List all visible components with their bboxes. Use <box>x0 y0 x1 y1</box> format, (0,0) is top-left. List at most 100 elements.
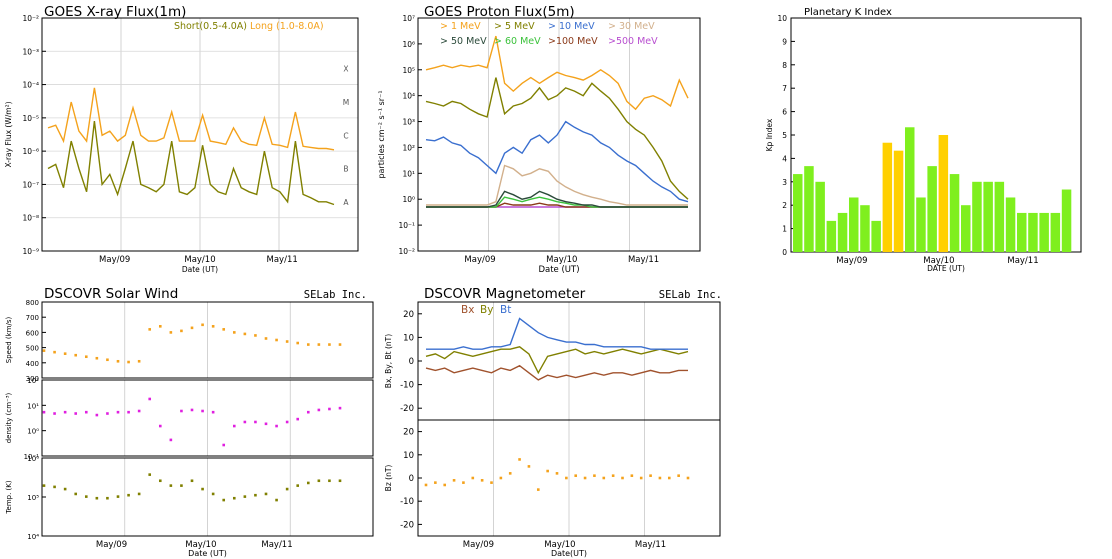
solarwind-series-0-point <box>63 352 67 355</box>
solarwind-series-1-point <box>296 417 300 421</box>
mag-legend-item: Bx <box>461 304 474 316</box>
solarwind-series-1-point <box>243 420 247 424</box>
mag-series-bz-point <box>499 476 503 480</box>
solarwind-ylabel: density (cm⁻³) <box>5 392 13 443</box>
kp-bar <box>804 166 814 252</box>
proton-ytick-label: 10⁻² <box>398 247 415 256</box>
solarwind-series-2-point <box>169 484 173 487</box>
solarwind-series-2-point <box>127 493 130 497</box>
mag-series-bz-point <box>593 474 596 477</box>
kp-bar <box>972 181 982 252</box>
kp-bar <box>882 142 893 252</box>
mag-series-bz-point <box>518 458 521 461</box>
mag-series-bz-point <box>536 488 540 491</box>
solarwind-series-2-point <box>338 479 342 483</box>
proton-legend-item: > 30 MeV <box>608 21 655 32</box>
solarwind-series-2-point <box>137 492 141 496</box>
proton-series-4 <box>426 190 688 208</box>
solarwind-series-0-point <box>222 328 226 331</box>
xray-ytick-label: 10⁻⁷ <box>22 180 39 189</box>
xray-xlabel: Date (UT) <box>182 265 218 274</box>
mag-ytick-label: 20 <box>403 310 414 320</box>
solarwind-series-1-point <box>211 410 215 414</box>
solarwind-series-0-point <box>106 358 109 362</box>
mag-series-bz-point <box>574 474 578 477</box>
kp-bar <box>1061 189 1072 252</box>
mag-series-bz-point <box>621 476 624 480</box>
mag-series-bz-point <box>602 476 606 480</box>
proton-xlabel: Date (UT) <box>538 265 579 275</box>
kp-bar <box>1017 212 1027 252</box>
solarwind-series-2-group <box>42 473 342 502</box>
solarwind-series-0-point <box>53 350 56 354</box>
solarwind-series-2-point <box>232 496 236 500</box>
mag-series-bz-point <box>658 476 662 480</box>
solarwind-2-ytick-label: 10⁶ <box>27 455 39 463</box>
solarwind-series-2-point <box>116 495 120 498</box>
mag-xlabel: Date(UT) <box>551 549 587 558</box>
mag-series-bz-point <box>452 479 456 482</box>
xray-flare-class: B <box>343 165 348 174</box>
mag-ytick-label: 10 <box>403 333 414 343</box>
proton-legend-item: > 50 MeV <box>440 36 487 47</box>
proton-xtick-label: May/10 <box>546 255 577 265</box>
kp-ytick-label: 3 <box>782 178 787 187</box>
solarwind-1-ytick-label: 10¹ <box>27 402 39 410</box>
xray-ytick-label: 10⁻³ <box>22 47 39 56</box>
kp-bar <box>938 135 949 252</box>
mag-ytick-label: -20 <box>400 520 414 530</box>
solarwind-series-0-point <box>74 353 78 357</box>
solarwind-series-0-point <box>328 343 331 346</box>
xray-frame <box>41 17 359 252</box>
solarwind-series-1-point <box>306 410 310 414</box>
mag-series-bz-point <box>667 476 671 480</box>
kp-bar <box>826 220 837 252</box>
xray-xtick-label: May/11 <box>267 255 298 265</box>
kp-ytick-label: 0 <box>782 248 787 257</box>
solarwind-ylabel: Speed (km/s) <box>5 316 13 363</box>
proton-ytick-label: 10⁻¹ <box>398 221 415 230</box>
solarwind-panel-frame <box>41 301 374 379</box>
mag-series-bz-point <box>462 481 465 484</box>
solarwind-series-1-point <box>42 410 46 414</box>
solarwind-0-ytick-label: 800 <box>26 299 39 307</box>
solarwind-series-2-point <box>222 498 226 502</box>
solarwind-series-1-point <box>106 412 109 415</box>
proton-ytick-label: 10³ <box>402 118 415 127</box>
solarwind-series-1-point <box>84 410 88 414</box>
solarwind-series-1-point <box>74 412 78 415</box>
solarwind-series-2-point <box>190 479 194 483</box>
solarwind-series-0-point <box>254 334 257 337</box>
solarwind-series-2-point <box>201 487 204 491</box>
mag-ylabel: Bx, By, Bt (nT) <box>384 334 393 388</box>
mag-series-bz-point <box>527 465 531 468</box>
solarwind-series-0-point <box>148 328 152 331</box>
kp-xtick-label: May/09 <box>836 256 867 266</box>
kp-bar <box>949 174 960 252</box>
proton-xtick-label: May/09 <box>464 255 495 265</box>
solarwind-series-2-point <box>106 496 109 500</box>
xray-ytick-label: 10⁻⁶ <box>22 147 39 156</box>
solarwind-series-2-point <box>63 487 67 491</box>
solarwind-series-0-point <box>84 355 88 359</box>
mag-xtick-label: May/11 <box>635 540 666 550</box>
solarwind-series-0-point <box>296 341 300 345</box>
solarwind-2-ytick-label: 10⁴ <box>27 533 39 541</box>
solarwind-series-1-point <box>190 408 194 412</box>
solarwind-series-1-point <box>158 424 162 428</box>
proton-legend-item: > 60 MeV <box>494 36 541 47</box>
solarwind-series-1-point <box>116 410 120 414</box>
solarwind-series-0-point <box>95 356 99 360</box>
kp-bar <box>905 127 915 252</box>
kp-bar <box>961 205 971 252</box>
proton-title: GOES Proton Flux(5m) <box>424 4 575 20</box>
solarwind-series-2-point <box>317 479 321 483</box>
proton-xtick-label: May/11 <box>628 255 659 265</box>
proton-series-3 <box>426 164 688 206</box>
solarwind-0-ytick-label: 500 <box>26 345 39 353</box>
solarwind-series-0-point <box>317 343 321 346</box>
mag-series-bz-group <box>424 458 690 491</box>
xray-ytick-label: 10⁻⁹ <box>22 247 39 256</box>
proton-ytick-label: 10¹ <box>402 169 415 178</box>
solarwind-series-2-point <box>74 492 78 496</box>
